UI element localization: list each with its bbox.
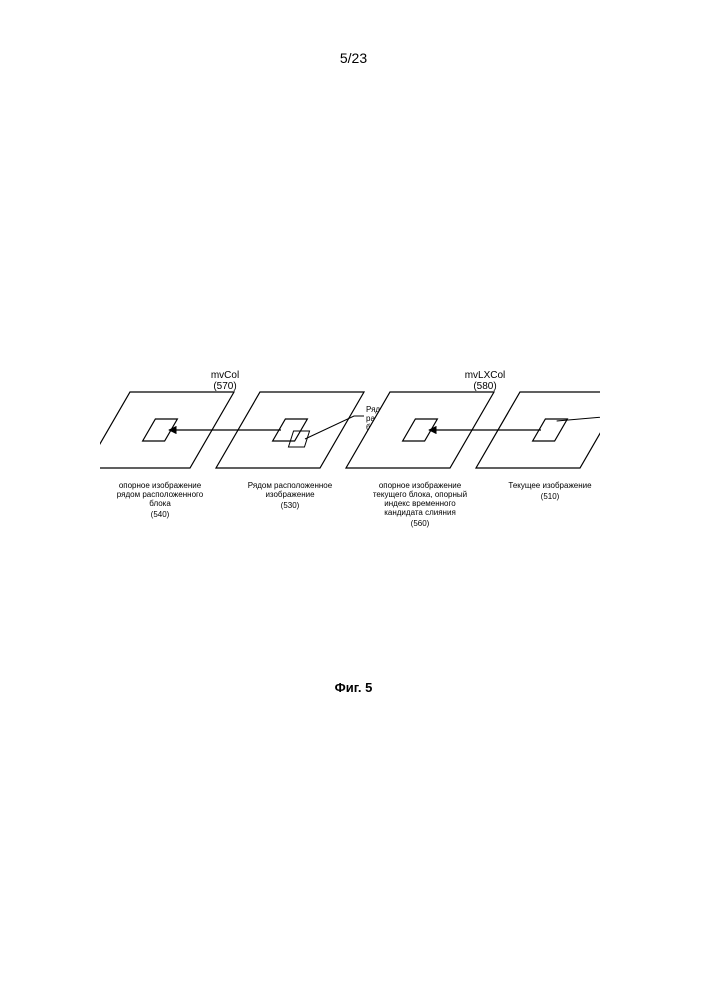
page-header: 5/23 [0, 50, 707, 66]
svg-text:опорное изображение: опорное изображение [379, 481, 462, 490]
svg-text:(530): (530) [281, 501, 300, 510]
svg-text:(570): (570) [213, 381, 236, 392]
svg-text:опорное изображение: опорное изображение [119, 481, 202, 490]
svg-text:(540): (540) [151, 510, 170, 519]
svg-text:(510): (510) [541, 492, 560, 501]
svg-text:mvLXCol: mvLXCol [465, 370, 506, 381]
svg-text:рядом расположенного: рядом расположенного [117, 490, 204, 499]
svg-text:(580): (580) [473, 381, 496, 392]
svg-text:Текущее изображение: Текущее изображение [508, 481, 592, 490]
svg-text:индекс временного: индекс временного [384, 499, 456, 508]
figure-caption: Фиг. 5 [0, 680, 707, 695]
svg-text:текущего блока, опорный: текущего блока, опорный [373, 490, 467, 499]
svg-text:кандидата слияния: кандидата слияния [384, 508, 456, 517]
svg-text:(560): (560) [411, 519, 430, 528]
svg-text:блока: блока [149, 499, 171, 508]
svg-text:mvCol: mvCol [211, 370, 239, 381]
svg-text:изображение: изображение [265, 490, 315, 499]
svg-text:Рядом расположенное: Рядом расположенное [248, 481, 333, 490]
figure-5-diagram: опорное изображениерядом расположенногоб… [100, 320, 600, 680]
